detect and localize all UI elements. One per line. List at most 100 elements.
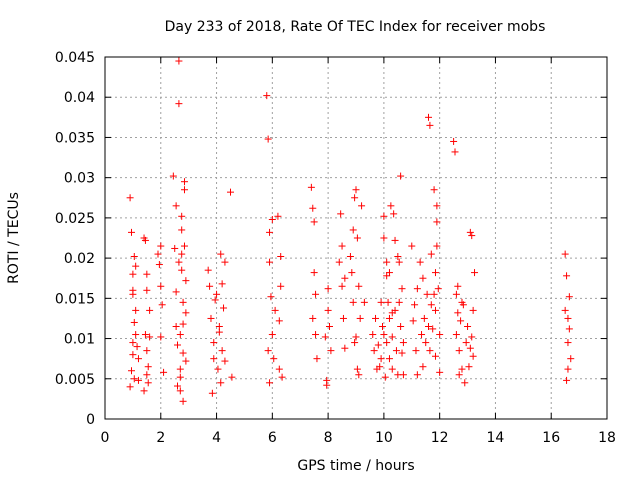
data-point xyxy=(326,322,334,330)
data-point xyxy=(132,306,140,314)
data-point xyxy=(312,331,320,339)
data-point xyxy=(176,373,184,381)
data-point xyxy=(372,314,380,322)
data-point xyxy=(309,204,317,212)
data-point xyxy=(129,270,137,278)
data-point xyxy=(214,365,222,373)
data-point xyxy=(179,349,187,357)
data-point xyxy=(309,314,317,322)
data-point xyxy=(370,347,378,355)
data-point xyxy=(277,253,285,261)
data-point xyxy=(323,376,331,384)
data-point xyxy=(451,148,459,156)
data-point xyxy=(381,373,389,381)
data-point xyxy=(434,285,442,293)
data-point xyxy=(218,347,226,355)
data-point xyxy=(132,331,140,339)
data-point xyxy=(397,172,405,180)
y-tick-label: 0.025 xyxy=(55,211,95,227)
data-point xyxy=(132,262,140,270)
y-tick-label: 0.03 xyxy=(64,171,95,187)
data-point xyxy=(468,232,476,240)
data-point xyxy=(384,298,392,306)
data-point xyxy=(206,282,214,290)
data-point xyxy=(211,296,219,304)
data-point xyxy=(360,298,368,306)
data-point xyxy=(268,331,276,339)
data-point xyxy=(388,309,396,317)
x-tick-label: 2 xyxy=(156,430,165,446)
data-point xyxy=(218,280,226,288)
data-point xyxy=(337,210,345,218)
x-tick-label: 18 xyxy=(598,430,616,446)
data-point xyxy=(210,355,218,363)
data-point xyxy=(129,286,137,294)
data-point xyxy=(130,318,138,326)
data-point xyxy=(154,250,162,258)
data-point xyxy=(266,258,274,266)
data-point xyxy=(213,290,221,298)
data-point xyxy=(217,379,225,387)
data-point xyxy=(171,244,179,252)
data-point xyxy=(157,333,165,341)
data-point xyxy=(172,288,180,296)
data-point xyxy=(452,290,460,298)
data-point xyxy=(397,322,405,330)
data-point xyxy=(341,344,349,352)
data-point xyxy=(436,331,444,339)
axis-ticks: 0 2 4 6 8 10 12 14 16 18 0 0.005 0.01 0.015 0.02 0.025 0… xyxy=(55,50,616,446)
data-point xyxy=(169,172,177,180)
data-point xyxy=(338,242,346,250)
chart-title: Day 233 of 2018, Rate Of TEC Index for r… xyxy=(165,19,546,35)
data-point xyxy=(180,178,188,186)
data-point xyxy=(458,365,466,373)
data-point xyxy=(215,328,223,336)
plot-frame xyxy=(104,56,608,420)
data-point xyxy=(374,341,382,349)
data-point xyxy=(134,376,142,384)
data-point xyxy=(341,274,349,282)
data-point xyxy=(431,269,439,277)
data-point xyxy=(275,365,283,373)
data-point xyxy=(175,100,183,108)
data-point xyxy=(427,301,435,309)
data-point xyxy=(204,266,212,274)
data-point xyxy=(464,322,472,330)
data-point xyxy=(268,215,276,223)
data-point xyxy=(155,261,163,269)
data-point xyxy=(130,375,138,383)
data-point xyxy=(430,186,438,194)
data-point xyxy=(399,371,407,379)
data-point xyxy=(422,339,430,347)
x-tick-label: 12 xyxy=(431,430,449,446)
data-point xyxy=(563,376,571,384)
data-point xyxy=(385,355,393,363)
data-point xyxy=(275,317,283,325)
data-point xyxy=(266,228,274,236)
data-point xyxy=(278,373,286,381)
data-point xyxy=(144,363,152,371)
data-point xyxy=(420,314,428,322)
data-point xyxy=(419,274,427,282)
data-point xyxy=(178,226,186,234)
data-point xyxy=(127,367,135,375)
data-point xyxy=(264,135,272,143)
data-point xyxy=(144,379,152,387)
data-point xyxy=(217,250,225,258)
data-point xyxy=(387,202,395,210)
data-point xyxy=(385,314,393,322)
data-point xyxy=(398,285,406,293)
y-tick-label: 0.02 xyxy=(64,251,95,267)
data-point xyxy=(425,322,433,330)
data-point xyxy=(146,306,154,314)
data-point xyxy=(452,331,460,339)
data-point xyxy=(427,250,435,258)
data-point xyxy=(561,306,569,314)
data-point xyxy=(455,371,463,379)
data-point xyxy=(455,347,463,355)
data-point xyxy=(392,347,400,355)
data-point xyxy=(411,301,419,309)
data-point xyxy=(346,253,354,261)
data-point xyxy=(176,387,184,395)
data-point xyxy=(141,236,149,244)
